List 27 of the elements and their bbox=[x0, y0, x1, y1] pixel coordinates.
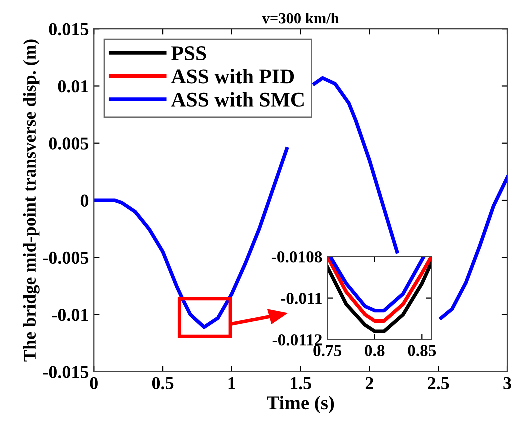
y-tick-label: -0.01 bbox=[52, 309, 88, 322]
y-tick-label: -0.011 bbox=[281, 293, 322, 304]
x-axis-title: Time (s) bbox=[267, 396, 334, 414]
x-tick-label: 0.85 bbox=[408, 345, 436, 356]
x-tick-label: 0.75 bbox=[314, 345, 342, 356]
x-tick-label: 0 bbox=[90, 377, 98, 390]
x-tick-label: 0.5 bbox=[152, 377, 174, 390]
y-tick-label: 0.015 bbox=[49, 23, 89, 36]
y-axis-title: The bridge mid-point transverse disp. (m) bbox=[23, 40, 40, 362]
legend-label: ASS with PID bbox=[171, 69, 294, 84]
x-tick-label: 1 bbox=[228, 377, 236, 390]
x-tick-label: 2 bbox=[366, 377, 374, 390]
y-tick-label: 0.005 bbox=[49, 138, 89, 150]
line-series bbox=[328, 256, 426, 313]
x-tick-label: 3 bbox=[504, 377, 512, 390]
x-tick-label: 0.8 bbox=[365, 345, 385, 356]
x-tick-label: 1.5 bbox=[290, 377, 312, 390]
x-tick-label: 2.5 bbox=[428, 377, 450, 390]
y-tick-label: -0.005 bbox=[43, 252, 89, 264]
chart-title: v=300 km/h bbox=[262, 12, 340, 24]
legend-label: ASS with SMC bbox=[171, 92, 304, 107]
y-tick-label: 0 bbox=[80, 194, 89, 207]
y-tick-label: 0.01 bbox=[58, 80, 88, 93]
y-tick-label: -0.0108 bbox=[272, 252, 322, 263]
y-tick-label: -0.0112 bbox=[272, 334, 322, 346]
y-tick-label: -0.015 bbox=[43, 366, 89, 378]
legend-label: PSS bbox=[172, 46, 206, 61]
